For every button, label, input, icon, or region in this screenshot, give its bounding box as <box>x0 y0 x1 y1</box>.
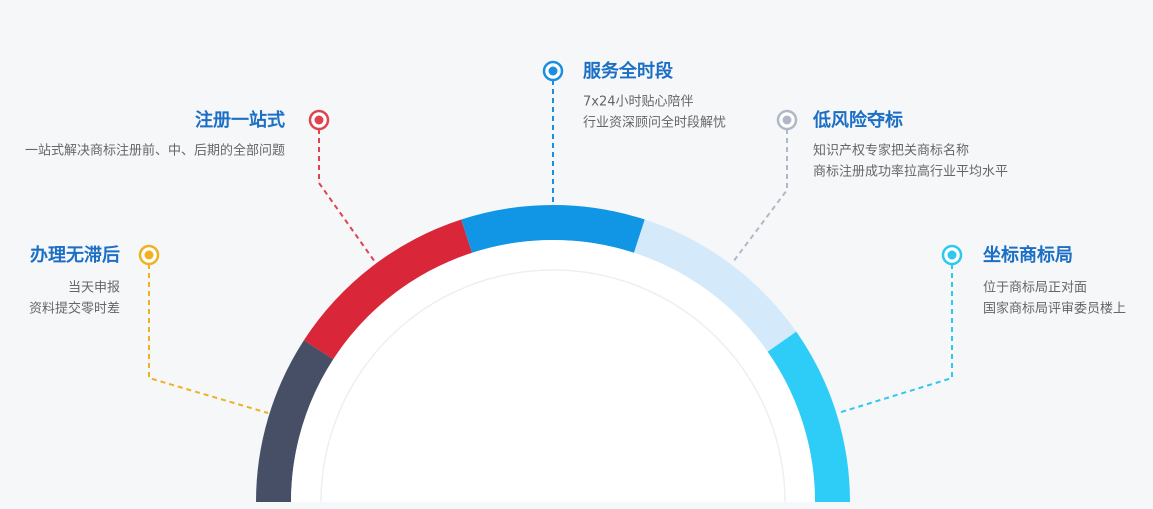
item-title: 坐标商标局 <box>983 244 1073 266</box>
item-desc: 资料提交零时差 <box>29 301 120 317</box>
ring-segment <box>303 219 473 360</box>
connector <box>318 129 376 263</box>
dot <box>542 60 564 82</box>
item-desc: 位于商标局正对面 <box>983 281 1087 296</box>
bottom-mask <box>0 502 1153 509</box>
connector <box>732 129 788 263</box>
connector <box>837 264 953 414</box>
item-desc: 当天申报 <box>68 281 120 296</box>
ring-segment <box>767 331 850 502</box>
dot <box>941 244 963 266</box>
ring-segment <box>461 204 645 253</box>
connector <box>148 264 269 414</box>
ring <box>256 204 850 502</box>
item-desc: 一站式解决商标注册前、中、后期的全部问题 <box>25 143 285 159</box>
dot <box>138 244 160 266</box>
item-desc: 行业资深顾问全时段解忧 <box>583 115 726 131</box>
dot <box>308 109 330 131</box>
item-desc: 国家商标局评审委员楼上 <box>983 301 1126 317</box>
item-desc: 知识产权专家把关商标名称 <box>813 143 969 159</box>
item-title: 服务全时段 <box>583 60 674 82</box>
item-title: 办理无滞后 <box>30 244 120 266</box>
item-title: 低风险夺标 <box>812 109 903 131</box>
item-desc: 7x24小时贴心陪伴 <box>583 95 694 110</box>
dot <box>776 109 798 131</box>
item-title: 注册一站式 <box>195 109 285 131</box>
item-desc: 商标注册成功率拉高行业平均水平 <box>813 164 1008 180</box>
ring-segment <box>256 340 334 502</box>
ring-segment <box>633 219 797 352</box>
